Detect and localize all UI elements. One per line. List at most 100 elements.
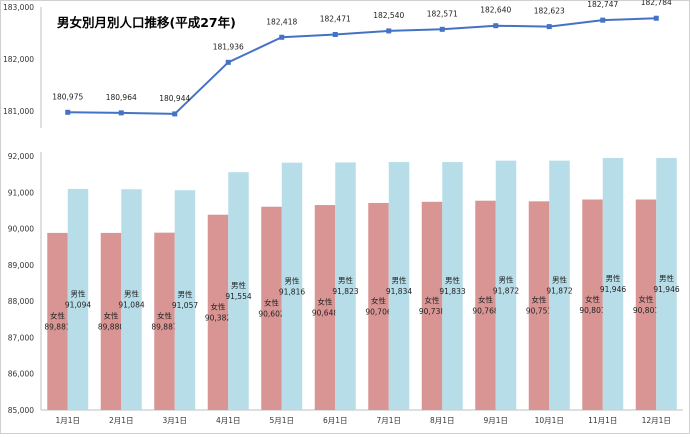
bar-series-label: 男性 [445,275,460,285]
bar-y-tick-label: 89,000 [8,261,34,270]
bar-female [528,201,550,410]
bar-series-label: 男性 [124,289,139,299]
line-y-tick-label: 182,000 [3,55,34,64]
line-point [600,17,606,23]
bar-data-label: 90,738 [419,307,445,316]
line-data-label: 182,571 [427,9,458,18]
bar-data-label: 91,094 [65,300,91,309]
bar-series-label: 男性 [71,288,86,298]
bar-series-label: 男性 [285,275,300,285]
line-data-label: 182,784 [641,0,672,7]
bar-female [47,232,68,410]
bar-y-tick-label: 85,000 [8,406,34,415]
line-point [546,24,552,30]
bar-series-label: 女性 [585,294,600,304]
bar-female [635,199,657,410]
bar-y-tick-label: 92,000 [8,152,34,161]
bar-series-label: 女性 [425,295,440,305]
bar-female [582,199,603,410]
line-point [65,109,71,115]
line-data-label: 181,936 [213,42,244,51]
bar-series-label: 女性 [211,301,226,311]
bar-series-label: 男性 [606,273,621,283]
bar-data-label: 91,823 [332,287,358,296]
line-data-label: 182,640 [480,6,511,15]
line-point [279,34,285,40]
bar-y-tick-label: 87,000 [8,333,34,342]
bar-male [656,157,677,410]
bar-series-label: 男性 [338,275,353,285]
bar-series-label: 女性 [318,297,333,307]
line-data-label: 182,623 [534,7,565,16]
bar-data-label: 91,084 [118,301,144,310]
bar-data-label: 91,833 [439,287,465,296]
line-point [439,26,445,32]
bar-data-label: 91,946 [600,285,626,294]
x-tick-label: 7月1日 [376,416,401,425]
line-data-label: 180,944 [159,94,190,103]
bar-female [154,232,175,410]
bar-data-label: 89,881 [44,322,70,331]
bar-series-label: 男性 [499,274,514,284]
bar-data-label: 91,057 [172,301,198,310]
x-tick-label: 10月1日 [535,416,564,425]
bar-data-label: 90,648 [312,309,338,318]
line-point [653,15,659,21]
x-tick-label: 4月1日 [216,416,241,425]
bar-series-label: 女性 [371,295,386,305]
line-point [386,28,392,34]
bar-data-label: 91,946 [653,285,679,294]
bar-data-label: 91,554 [225,292,251,301]
bar-male [602,157,624,410]
bar-data-label: 91,872 [493,286,519,295]
line-point [225,59,231,65]
bar-female [368,202,389,410]
line-point [332,32,338,38]
bar-female [100,232,122,410]
bar-female [421,201,443,410]
bar-series-label: 男性 [552,274,567,284]
x-tick-label: 6月1日 [323,416,348,425]
x-tick-label: 3月1日 [162,416,187,425]
bar-female [314,205,336,410]
bar-data-label: 89,887 [151,322,177,331]
bar-chart-axis: 85,000 86,000 87,000 88,000 89,000 90,000 91,0… [8,152,683,425]
bar-data-label: 90,602 [258,309,284,318]
bar-female [475,200,496,410]
bar-series-label: 男性 [178,289,193,299]
line-data-label: 180,975 [52,92,83,101]
bar-series-label: 女性 [104,310,119,320]
bar-series-label: 男性 [659,273,674,283]
line-data-label: 180,964 [106,93,137,102]
x-tick-label: 5月1日 [269,416,294,425]
bar-data-label: 90,768 [472,306,498,315]
line-point [118,110,124,116]
bar-male [67,188,89,410]
bar-series-label: 女性 [639,294,654,304]
x-tick-label: 11月1日 [588,416,617,425]
x-tick-label: 12月1日 [642,416,671,425]
bar-male [495,160,517,410]
line-series: 180,975 180,964 180,944 181,936 182,418 182,4… [52,0,672,117]
bar-series-label: 男性 [392,275,407,285]
bar-series-label: 女性 [50,310,65,320]
bar-data-label: 90,706 [365,307,391,316]
bar-female [261,206,282,410]
bar-male [549,160,570,410]
bar-data-label: 91,816 [279,287,305,296]
bar-y-tick-label: 90,000 [8,225,34,234]
bar-data-label: 90,801 [633,306,659,315]
bar-male [174,190,196,410]
x-tick-label: 1月1日 [55,416,80,425]
bar-series-label: 女性 [157,310,172,320]
bar-series-label: 女性 [478,294,493,304]
bar-male [335,162,356,410]
bar-series-label: 男性 [231,280,246,290]
x-tick-label: 9月1日 [483,416,508,425]
line-point [493,23,499,29]
bar-data-label: 91,872 [546,286,572,295]
bar-male [442,162,463,410]
bar-data-label: 89,880 [98,322,124,331]
total-line [67,17,657,115]
